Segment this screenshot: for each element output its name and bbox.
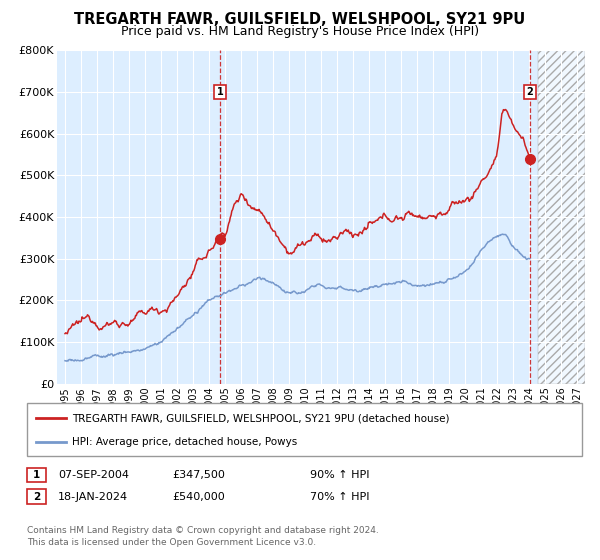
Text: £540,000: £540,000 (172, 492, 225, 502)
Text: 07-SEP-2004: 07-SEP-2004 (58, 470, 129, 480)
Bar (538, 50, 585, 384)
Text: Price paid vs. HM Land Registry's House Price Index (HPI): Price paid vs. HM Land Registry's House … (121, 25, 479, 38)
Text: £347,500: £347,500 (172, 470, 225, 480)
Text: 1: 1 (33, 470, 40, 480)
Text: TREGARTH FAWR, GUILSFIELD, WELSHPOOL, SY21 9PU (detached house): TREGARTH FAWR, GUILSFIELD, WELSHPOOL, SY… (72, 413, 449, 423)
Text: 2: 2 (33, 492, 40, 502)
Text: 18-JAN-2024: 18-JAN-2024 (58, 492, 128, 502)
Text: TREGARTH FAWR, GUILSFIELD, WELSHPOOL, SY21 9PU: TREGARTH FAWR, GUILSFIELD, WELSHPOOL, SY… (74, 12, 526, 27)
Text: 2: 2 (526, 87, 533, 97)
Text: Contains HM Land Registry data © Crown copyright and database right 2024.
This d: Contains HM Land Registry data © Crown c… (27, 526, 379, 547)
Text: 70% ↑ HPI: 70% ↑ HPI (310, 492, 370, 502)
Text: 1: 1 (217, 87, 223, 97)
Text: 90% ↑ HPI: 90% ↑ HPI (310, 470, 370, 480)
Text: HPI: Average price, detached house, Powys: HPI: Average price, detached house, Powy… (72, 436, 297, 446)
Bar (538, 50, 585, 384)
